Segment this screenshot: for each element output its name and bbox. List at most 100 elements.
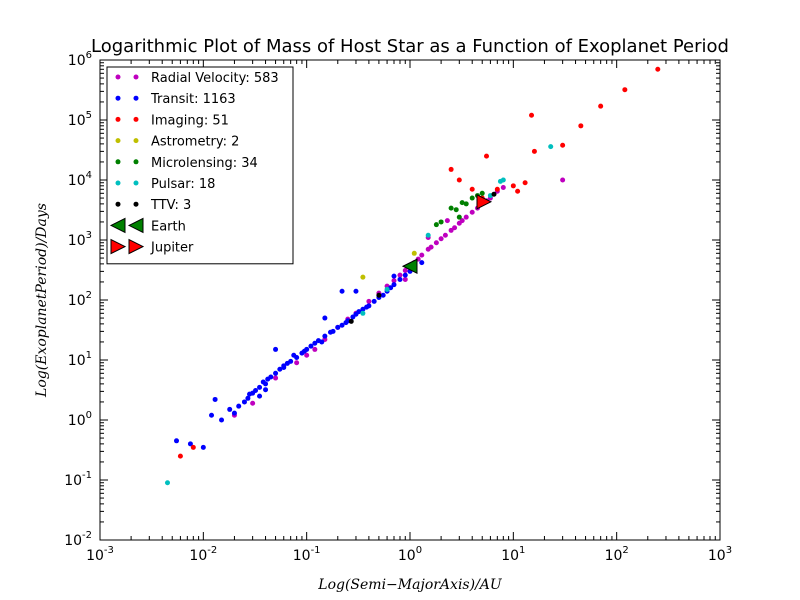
point-series-4-2 xyxy=(456,214,462,220)
point-series-1-55 xyxy=(260,379,266,385)
point-series-1-48 xyxy=(419,260,425,266)
chart-title: Logarithmic Plot of Mass of Host Star as… xyxy=(91,36,729,57)
legend-entry: Imaging: 51 xyxy=(115,113,229,128)
data-points xyxy=(164,66,661,486)
point-series-2-6 xyxy=(515,188,521,194)
point-series-1-60 xyxy=(343,320,349,326)
point-series-0-24 xyxy=(442,232,448,238)
point-series-1-28 xyxy=(322,333,328,339)
legend-marker xyxy=(115,116,121,122)
legend-label: Astrometry: 2 xyxy=(151,135,239,150)
point-series-1-57 xyxy=(301,348,307,354)
point-series-5-2 xyxy=(384,286,390,292)
point-series-1-8 xyxy=(236,403,242,409)
point-series-1-63 xyxy=(380,292,386,298)
x-tick-label: 100 xyxy=(398,545,422,564)
point-series-1-40 xyxy=(391,282,397,288)
point-series-2-14 xyxy=(655,66,661,72)
point-series-1-41 xyxy=(397,276,403,282)
point-series-3-1 xyxy=(411,250,417,256)
point-series-1-37 xyxy=(371,298,377,304)
y-axis-label: Log(ExoplanetPeriod)/Days xyxy=(34,203,50,398)
point-series-0-3 xyxy=(294,360,300,366)
point-series-1-25 xyxy=(308,343,314,349)
point-series-1-54 xyxy=(247,391,253,397)
legend-entry: Microlensing: 34 xyxy=(115,156,258,171)
legend-marker xyxy=(127,217,144,234)
x-tick-label: 10-3 xyxy=(86,545,114,564)
point-series-0-19 xyxy=(419,252,425,258)
legend-marker xyxy=(109,217,126,234)
point-series-1-9 xyxy=(241,399,247,405)
legend-entry: Astrometry: 2 xyxy=(115,135,239,150)
legend-marker xyxy=(133,159,139,165)
y-tick-label: 10-1 xyxy=(64,470,92,489)
legend-label: Transit: 1163 xyxy=(150,92,236,107)
x-tick-label: 102 xyxy=(605,545,629,564)
point-series-1-2 xyxy=(200,444,206,450)
y-tick-label: 102 xyxy=(68,290,92,309)
point-series-1-3 xyxy=(209,412,215,418)
point-series-1-30 xyxy=(335,324,341,330)
point-series-0-37 xyxy=(560,177,566,183)
point-series-1-46 xyxy=(391,273,397,279)
x-tick-label: 10-1 xyxy=(293,545,321,564)
point-series-6-1 xyxy=(376,292,382,298)
x-tick-label: 10-2 xyxy=(189,545,217,564)
point-series-2-9 xyxy=(531,148,537,154)
legend-marker xyxy=(115,159,121,165)
point-series-0-4 xyxy=(304,352,310,358)
legend-label: Radial Velocity: 583 xyxy=(151,71,279,86)
point-series-1-56 xyxy=(291,352,297,358)
point-series-2-8 xyxy=(529,112,535,118)
legend-label: Pulsar: 18 xyxy=(151,177,215,192)
legend-label: Microlensing: 34 xyxy=(151,156,258,171)
point-series-0-13 xyxy=(391,278,397,284)
legend-entry: Jupiter xyxy=(110,238,194,256)
legend: Radial Velocity: 583 Transit: 1163 Imaging… xyxy=(106,66,294,265)
point-series-5-5 xyxy=(500,177,506,183)
point-series-1-21 xyxy=(288,358,294,364)
point-series-1-59 xyxy=(330,328,336,334)
legend-marker xyxy=(128,238,145,255)
legend-marker xyxy=(115,180,121,186)
point-series-0-25 xyxy=(448,227,454,233)
y-tick-label: 100 xyxy=(68,410,92,429)
x-tick-label: 103 xyxy=(708,545,732,564)
legend-marker xyxy=(133,180,139,186)
point-series-1-4 xyxy=(212,396,218,402)
point-series-1-45 xyxy=(339,288,345,294)
point-series-4-4 xyxy=(463,201,469,207)
point-series-4-9 xyxy=(479,190,485,196)
legend-marker xyxy=(115,95,121,101)
point-series-1-51 xyxy=(281,364,287,370)
legend-marker xyxy=(115,74,121,80)
point-series-0-26 xyxy=(452,225,458,231)
point-series-1-0 xyxy=(174,438,180,444)
point-series-2-4 xyxy=(494,186,500,192)
legend-marker xyxy=(133,201,139,207)
point-series-5-3 xyxy=(425,232,431,238)
point-series-0-29 xyxy=(463,214,469,220)
legend-marker xyxy=(115,138,121,144)
point-series-1-35 xyxy=(360,306,366,312)
legend-marker xyxy=(133,138,139,144)
point-series-1-6 xyxy=(227,406,233,412)
legend-label: Jupiter xyxy=(150,241,194,256)
point-series-0-21 xyxy=(428,244,434,250)
point-series-1-31 xyxy=(339,322,345,328)
point-series-0-1 xyxy=(250,400,256,406)
point-series-0-23 xyxy=(438,236,444,242)
point-series-3-0 xyxy=(360,274,366,280)
point-series-2-12 xyxy=(598,103,604,109)
axis-ticks: 10-3 10-2 10-1 100 101 102 10310-210-110010110… xyxy=(64,50,732,564)
y-tick-label: 106 xyxy=(68,50,92,69)
point-series-4-7 xyxy=(459,200,465,206)
x-axis-label: Log(Semi−MajorAxis)/AU xyxy=(317,577,503,593)
point-series-1-5 xyxy=(219,417,225,423)
point-series-0-40 xyxy=(444,218,450,224)
y-tick-label: 10-2 xyxy=(64,530,92,549)
y-tick-label: 105 xyxy=(68,110,92,129)
point-series-8-0 xyxy=(476,193,493,210)
point-series-1-53 xyxy=(257,393,263,399)
